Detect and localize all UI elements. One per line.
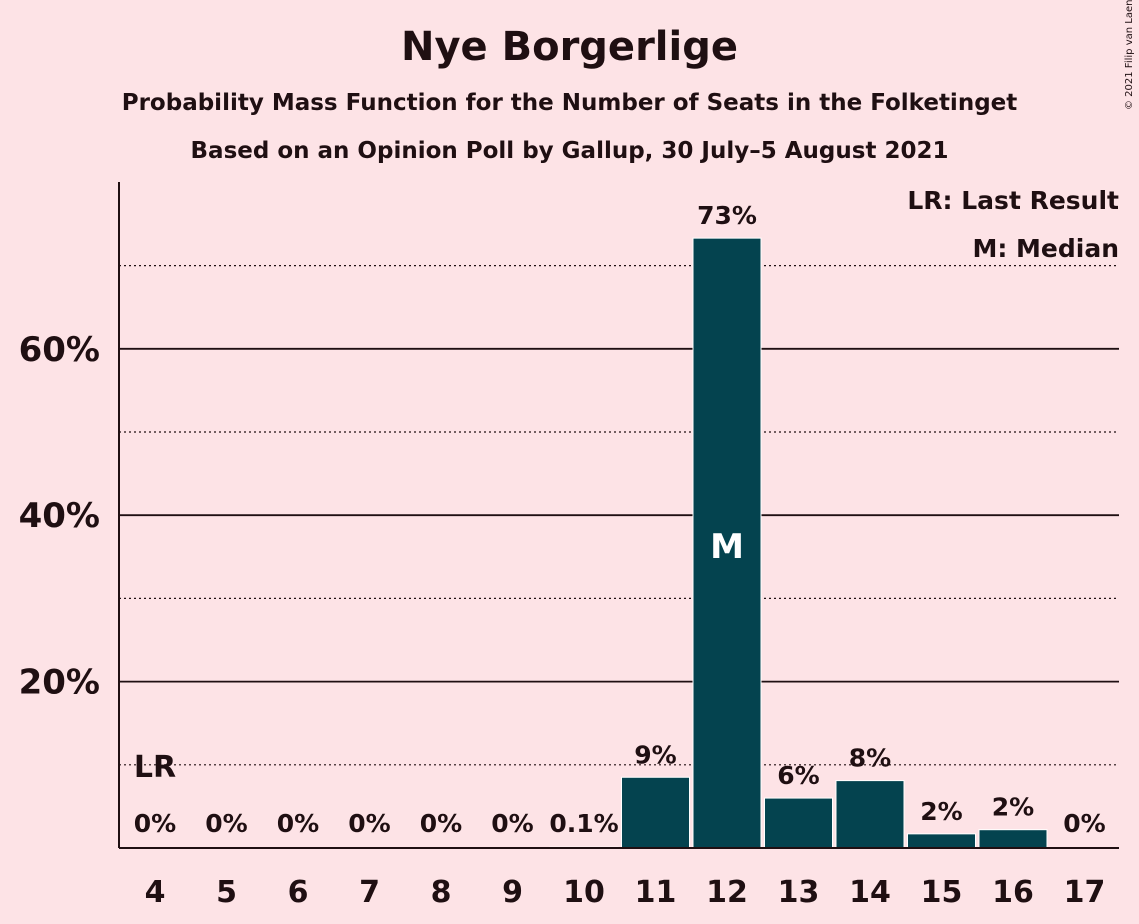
data-label-10: 0.1% <box>549 809 618 838</box>
bar-13 <box>764 797 833 849</box>
y-tick-label-40: 40% <box>19 496 100 536</box>
x-tick-label-5: 5 <box>216 875 237 910</box>
data-label-5: 0% <box>205 809 247 838</box>
data-label-6: 0% <box>277 809 319 838</box>
x-tick-label-13: 13 <box>778 875 820 910</box>
x-tick-label-8: 8 <box>431 875 452 910</box>
data-label-13: 6% <box>777 761 819 790</box>
data-label-11: 9% <box>634 740 676 769</box>
bar-15 <box>907 833 976 849</box>
legend-last-result: LR: Last Result <box>907 186 1119 215</box>
data-label-17: 0% <box>1063 809 1105 838</box>
median-marker: M <box>710 527 744 567</box>
x-tick-label-17: 17 <box>1064 875 1106 910</box>
x-tick-label-14: 14 <box>849 875 891 910</box>
chart-title: Nye Borgerlige <box>401 24 738 70</box>
x-tick-label-7: 7 <box>359 875 380 910</box>
data-label-7: 0% <box>348 809 390 838</box>
x-tick-label-11: 11 <box>635 875 677 910</box>
data-label-4: 0% <box>134 809 176 838</box>
bar-12 <box>692 237 762 849</box>
last-result-marker: LR <box>134 750 176 785</box>
x-tick-label-15: 15 <box>921 875 963 910</box>
chart-subtitle-poll: Based on an Opinion Poll by Gallup, 30 J… <box>190 138 949 164</box>
x-tick-label-12: 12 <box>706 875 748 910</box>
x-tick-label-9: 9 <box>502 875 523 910</box>
bar-11 <box>621 776 690 849</box>
y-tick-label-60: 60% <box>19 330 100 370</box>
x-tick-label-4: 4 <box>145 875 166 910</box>
data-label-12: 73% <box>697 201 757 230</box>
data-label-15: 2% <box>920 797 962 826</box>
bar-16 <box>978 829 1048 849</box>
data-label-9: 0% <box>491 809 533 838</box>
bar-14 <box>835 780 905 849</box>
y-tick-label-20: 20% <box>19 663 100 703</box>
data-label-16: 2% <box>992 793 1034 822</box>
legend-median: M: Median <box>972 234 1119 263</box>
x-tick-label-16: 16 <box>992 875 1034 910</box>
chart-subtitle: Probability Mass Function for the Number… <box>121 90 1018 116</box>
data-label-14: 8% <box>849 744 891 773</box>
data-label-8: 0% <box>420 809 462 838</box>
x-tick-label-10: 10 <box>563 875 605 910</box>
x-tick-label-6: 6 <box>288 875 309 910</box>
